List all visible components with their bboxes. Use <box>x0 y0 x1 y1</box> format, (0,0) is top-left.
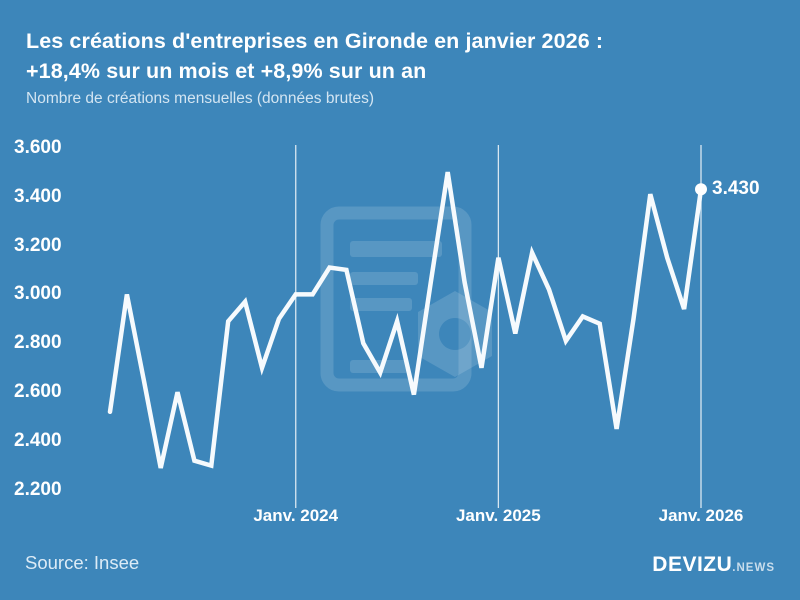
chart-line <box>107 171 704 469</box>
y-tick-label: 3.200 <box>14 234 62 256</box>
x-gridlines <box>295 145 702 508</box>
watermark-page-outline <box>320 206 472 392</box>
y-tick-label: 2.400 <box>14 430 62 452</box>
y-tick-label: 2.200 <box>14 479 62 500</box>
chart-subtitle: Nombre de créations mensuelles (données … <box>26 90 375 107</box>
chart-end-dot <box>695 183 707 196</box>
source-text: Source: Insee <box>25 552 140 573</box>
brand-name: DEVIZU <box>652 553 733 576</box>
x-tick-label: Janv. 2025 <box>455 506 541 525</box>
y-tick-label: 3.000 <box>14 283 62 305</box>
watermark-text-lines <box>350 241 442 373</box>
x-tick-label: Janv. 2024 <box>253 506 339 525</box>
y-tick-label: 3.400 <box>14 185 62 207</box>
y-tick-label: 2.600 <box>14 381 62 403</box>
title-line-1: Les créations d'entreprises en Gironde e… <box>26 29 604 53</box>
page-title: Les créations d'entreprises en Gironde e… <box>26 26 766 86</box>
brand-logo: DEVIZU.NEWS <box>652 553 775 577</box>
y-tick-label: 3.600 <box>14 136 62 158</box>
y-tick-label: 2.800 <box>14 332 62 354</box>
brand-suffix: .NEWS <box>732 562 775 574</box>
invoice-document-watermark-icon <box>320 206 492 392</box>
title-line-2: +18,4% sur un mois et +8,9% sur un an <box>26 59 427 83</box>
watermark-hexagon-nut <box>418 291 492 377</box>
last-value-label: 3.430 <box>712 178 760 200</box>
x-tick-label: Janv. 2026 <box>658 506 744 525</box>
